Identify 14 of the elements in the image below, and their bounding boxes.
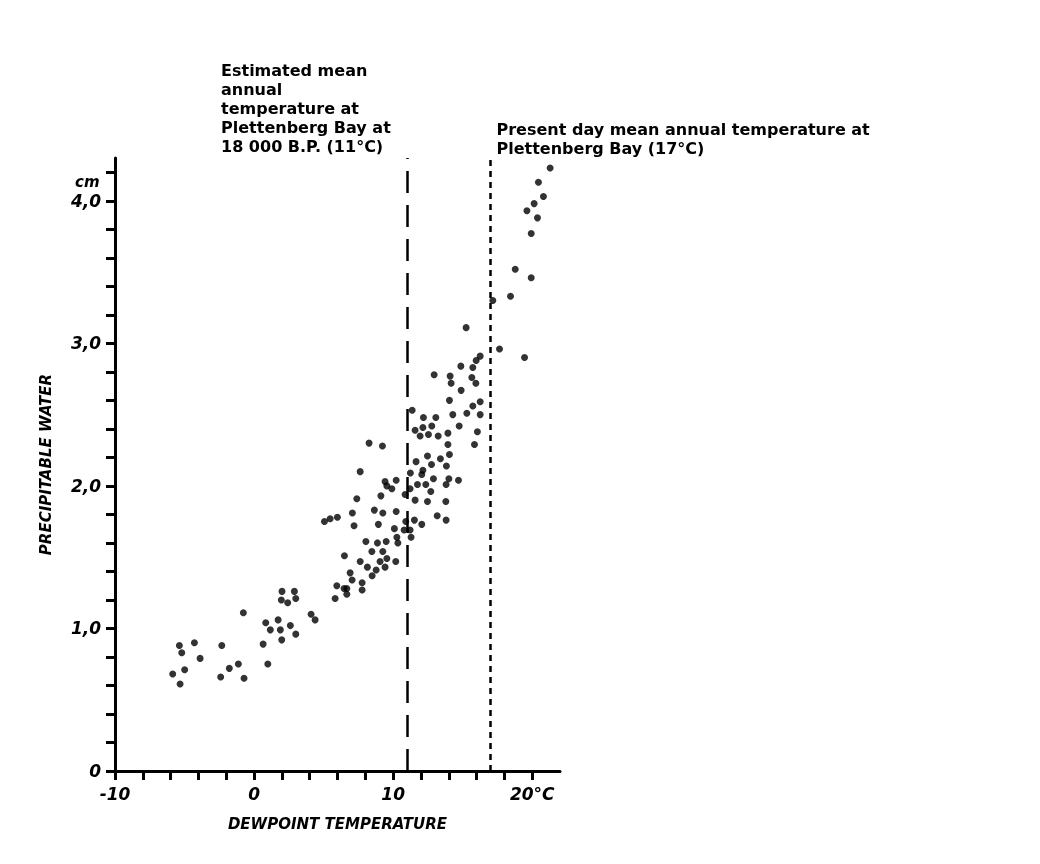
x-tick-label: 0 [248,783,261,804]
x-axis-title: DEWPOINT TEMPERATURE [227,814,448,833]
x-tick-label: 20°C [509,783,556,804]
x-tick-label: 10 [381,783,406,804]
y-axis-title: PRECIPITABLE WATER [36,373,55,556]
text: cm [75,172,100,191]
x-tick-label: -10 [99,783,131,804]
ref-line-label: Estimated mean annual temperature at Plettenberg Bay at 18 000 B.P. (11°C) [221,61,397,156]
y-tick-label: 4,0 [69,190,102,211]
y-tick-label: 0 [89,761,102,781]
y-tick-label: 3,0 [70,333,102,354]
ref-line-label: Present day mean annual temperature at Plettenberg Bay (17°C) [496,120,876,158]
y-tick-label: 2,0 [70,475,102,496]
y-tick-label: 1,0 [70,618,102,639]
